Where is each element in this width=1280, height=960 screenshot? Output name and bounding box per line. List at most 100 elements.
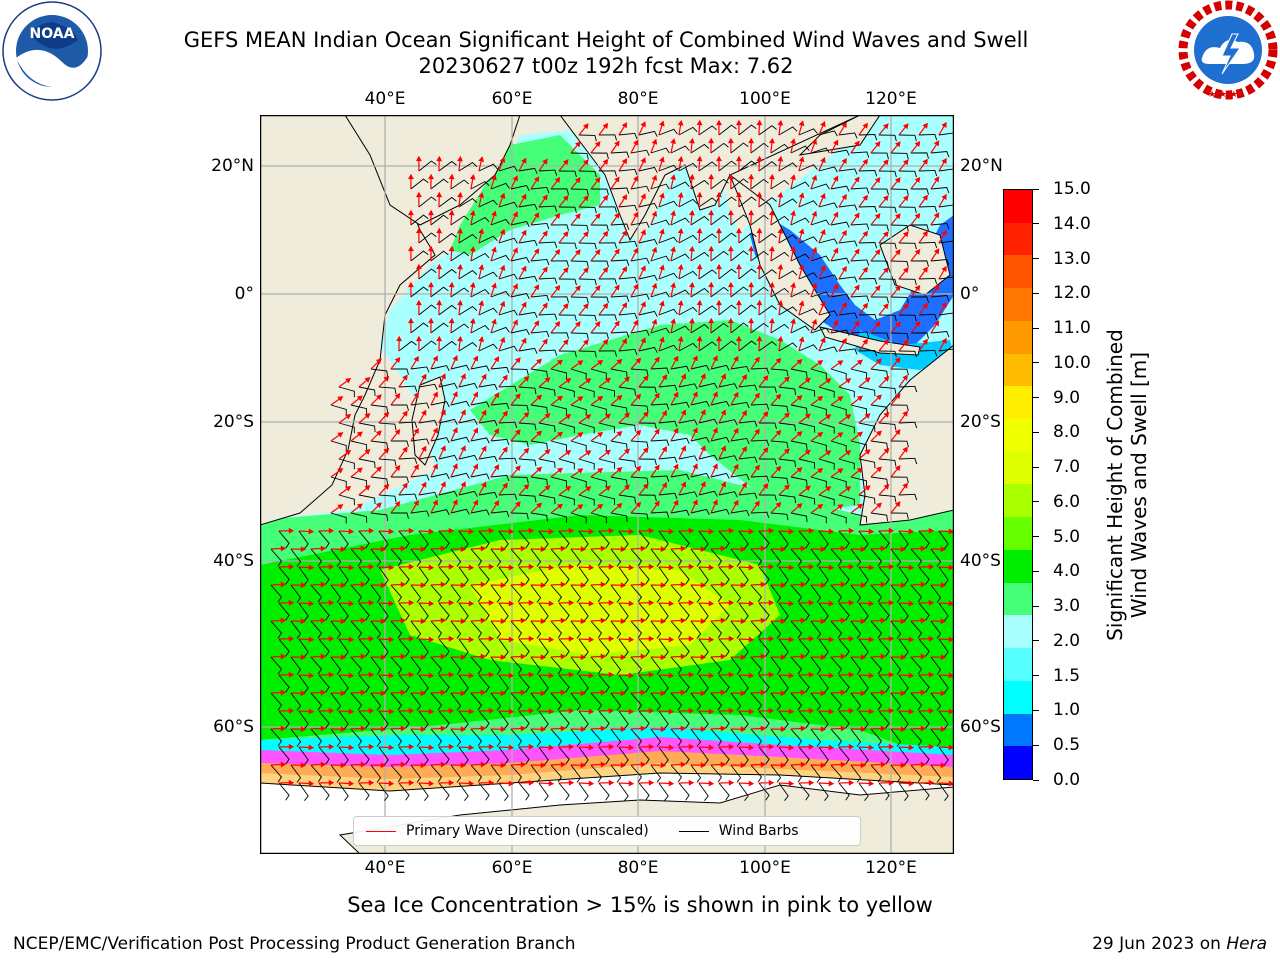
wind-barb [458,782,469,801]
wind-barb [598,494,616,505]
wind-barb [730,142,749,154]
wind-barb [490,620,502,639]
wind-barb [610,368,628,378]
wind-barb [450,656,462,675]
wave-direction-arrowhead [882,123,889,130]
wave-direction-arrowhead [798,300,805,307]
wind-barb [678,419,698,426]
colorbar-tick-label: 10.0 [1053,352,1091,373]
wave-direction-arrowhead [712,391,718,398]
wind-barb [810,255,830,262]
wave-direction-arrowhead [651,318,658,325]
wave-direction-arrowhead [540,582,547,589]
wave-direction-arrowhead [902,123,909,130]
wave-direction-arrowhead [340,546,347,553]
wind-barb [470,216,490,226]
wind-barb [550,656,563,675]
wave-direction-arrowhead [783,376,790,383]
wave-direction-arrowhead [933,284,940,291]
wave-direction-arrowhead [708,564,715,571]
wave-direction-arrowhead [788,672,795,679]
wind-barb [658,674,669,693]
wind-barb [490,366,510,374]
wind-barb [710,692,723,711]
wave-direction-arrowhead [651,138,658,145]
wave-direction-arrowhead [608,743,615,750]
wind-barb [590,512,607,524]
wind-barb [770,512,789,521]
wind-barb [658,602,669,621]
wave-direction-arrowhead [508,672,515,679]
wind-barb [470,252,490,262]
wind-barb [890,584,902,603]
wind-barb [550,260,569,267]
wind-barb [330,476,347,488]
wind-barb [730,728,742,747]
wave-direction-arrowhead [780,546,787,553]
wind-barb [570,728,582,747]
wave-direction-arrowhead [588,672,595,679]
wind-barb [410,366,430,373]
wind-barb [770,764,782,783]
wave-direction-arrowhead [720,761,727,768]
wave-direction-arrowhead [692,427,698,434]
wave-direction-arrowhead [948,600,954,607]
wave-direction-arrowhead [648,599,655,606]
wind-barb [718,566,730,585]
wind-barb [658,272,678,280]
wind-barb [830,329,850,336]
wind-barb [550,620,563,639]
wave-direction-arrowhead [520,617,527,624]
wind-barb [858,602,869,621]
wave-direction-arrowhead [383,483,390,490]
wind-barb [270,548,283,567]
wind-barb [918,746,930,765]
wave-direction-arrowhead [582,195,589,202]
wave-direction-arrowhead [340,690,347,697]
wind-barb [530,656,542,675]
wave-direction-arrowhead [448,317,455,324]
wave-direction-arrowhead [900,546,907,553]
wind-barb [910,728,923,747]
wind-barb [870,332,889,340]
wave-direction-arrowhead [488,743,495,750]
wind-barb [650,656,662,675]
wave-direction-arrowhead [712,463,718,470]
wind-barb [618,312,638,320]
wind-barb [678,710,690,729]
wave-direction-arrowhead [733,355,739,362]
wave-direction-arrowhead [580,726,587,733]
wave-direction-arrowhead [720,545,727,552]
wave-direction-arrowhead [415,227,422,234]
colorbar-tick-label: 0.0 [1053,770,1081,790]
wave-direction-arrowhead [933,212,940,219]
wave-direction-arrowhead [862,266,868,273]
wind-barb [450,620,462,639]
wind-barb [770,251,790,262]
wind-barb [630,584,643,603]
wave-direction-arrowhead [345,449,352,456]
wave-direction-arrowhead [689,137,695,144]
wind-barb [858,566,869,585]
wave-direction-arrowhead [696,335,703,342]
wind-barb [430,764,443,783]
wave-direction-arrowhead [708,317,715,324]
wave-direction-arrowhead [876,358,882,365]
wave-direction-arrowhead [922,230,928,237]
wind-barb [418,530,429,549]
wind-barb [718,160,737,172]
wind-barb [550,692,563,711]
wind-barb [398,782,410,801]
wind-barb [470,473,490,480]
wave-direction-arrowhead [582,267,589,274]
wind-barb [438,160,457,172]
wind-barb [578,242,597,250]
wave-direction-arrowhead [368,563,375,570]
wind-barb [850,620,862,639]
wave-direction-arrowhead [383,375,390,382]
wave-direction-arrowhead [380,618,387,625]
wave-direction-arrowhead [408,599,415,606]
wind-barb [758,782,770,801]
footer-host: Hera [1226,934,1267,954]
wave-direction-arrowhead [394,356,401,364]
